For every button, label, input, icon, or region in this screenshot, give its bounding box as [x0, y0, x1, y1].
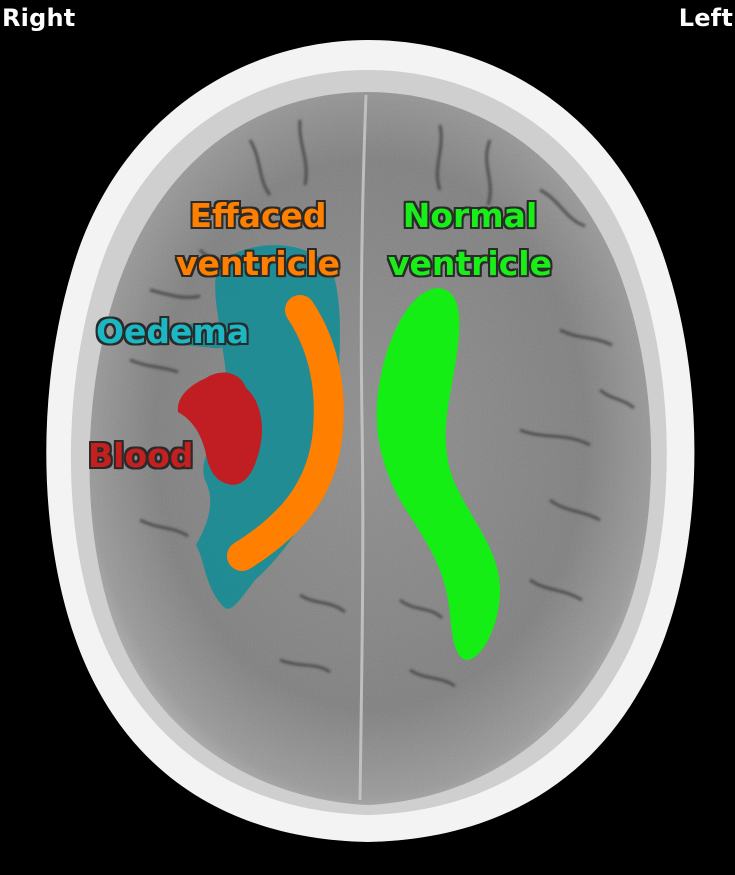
effaced-ventricle	[227, 295, 344, 571]
effaced-ventricle-label: Effaced ventricle	[168, 192, 348, 288]
oedema-label: Oedema	[96, 312, 250, 351]
normal-ventricle-label: Normal ventricle	[382, 192, 558, 288]
normal-ventricle	[376, 288, 500, 660]
blood-region	[177, 372, 262, 485]
orientation-right-label: Right	[2, 4, 76, 32]
blood-label: Blood	[88, 436, 194, 475]
orientation-left-label: Left	[678, 4, 733, 32]
effaced-ventricle-label-line2: ventricle	[175, 244, 340, 283]
effaced-ventricle-label-line1: Effaced	[189, 196, 327, 235]
normal-ventricle-label-line1: Normal	[402, 196, 538, 235]
normal-ventricle-label-line2: ventricle	[387, 244, 552, 283]
